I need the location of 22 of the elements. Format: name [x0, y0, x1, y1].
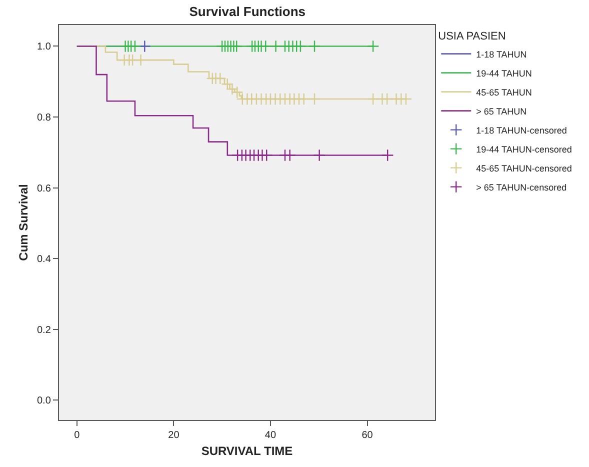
legend-label: 45-65 TAHUN-censored — [476, 163, 572, 174]
y-axis-title: Cum Survival — [16, 184, 30, 261]
x-tick-label: 20 — [168, 430, 180, 442]
legend-label: 19-44 TAHUN — [476, 68, 532, 78]
legend-label: > 65 TAHUN — [476, 106, 527, 116]
legend-label: 19-44 TAHUN-censored — [476, 144, 572, 154]
y-tick-label: 1.0 — [36, 42, 52, 53]
legend-label: > 65 TAHUN-censored — [476, 182, 567, 192]
x-tick-label: 0 — [74, 430, 80, 442]
x-tick-label: 40 — [264, 430, 276, 442]
legend-title: USIA PASIEN — [438, 30, 506, 42]
legend-label: 1-18 TAHUN-censored — [476, 125, 567, 136]
legend-label: 45-65 TAHUN — [476, 87, 532, 98]
y-tick-label: 0.4 — [36, 254, 52, 266]
x-axis-title: SURVIVAL TIME — [201, 444, 293, 458]
y-tick-label: 0.2 — [36, 324, 52, 336]
y-tick-label: 0.8 — [36, 112, 52, 124]
y-tick-label: 0.0 — [36, 396, 52, 407]
y-tick-label: 0.6 — [36, 183, 52, 194]
x-tick-label: 60 — [362, 430, 374, 442]
chart-title: Survival Functions — [189, 4, 306, 20]
legend-label: 1-18 TAHUN — [476, 49, 527, 60]
